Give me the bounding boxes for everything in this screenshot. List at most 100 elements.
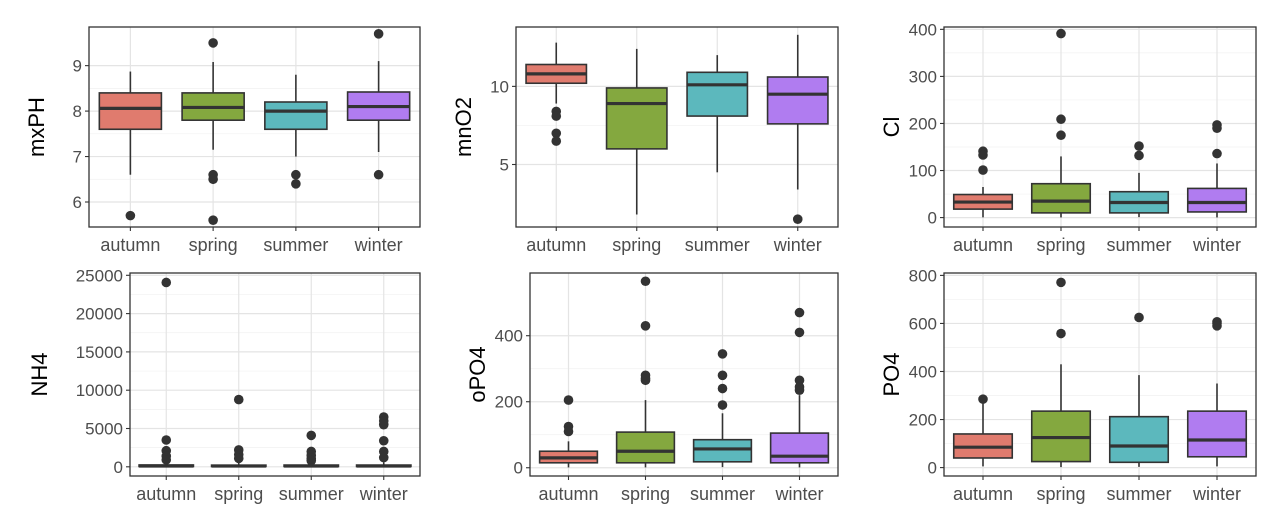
outlier-point [378, 419, 389, 430]
x-tick-label-winter: winter [773, 235, 822, 255]
x-tick-label-winter: winter [774, 484, 823, 504]
y-tick-label: 10 [490, 77, 509, 96]
y-tick-label: 200 [909, 114, 937, 133]
x-tick-label-summer: summer [279, 484, 344, 504]
y-tick-label: 7 [73, 148, 82, 167]
outlier-point [794, 307, 805, 318]
outlier-point [233, 453, 244, 464]
y-tick-label: 15000 [76, 343, 123, 362]
y-tick-label: 400 [909, 362, 937, 381]
outlier-point [563, 426, 574, 437]
y-tick-label: 5000 [85, 420, 123, 439]
outlier-point [1056, 28, 1066, 39]
outlier-point [978, 150, 988, 160]
box-spring [1030, 28, 1092, 218]
x-tick-label-winter: winter [359, 484, 408, 504]
box-winter [1186, 316, 1248, 467]
outlier-point [551, 128, 562, 139]
y-tick-label: 25000 [76, 266, 123, 285]
y-axis-title-mxph: mxPH [24, 97, 49, 157]
x-tick-label-autumn: autumn [538, 484, 598, 504]
y-tick-label: 0 [514, 459, 523, 478]
iqr-box [1186, 410, 1248, 458]
outlier-point [378, 435, 389, 446]
outlier-point [1056, 277, 1066, 288]
panel-po4: 0 200 400 600 800 autumn spring summer winter PO4 [879, 266, 1257, 504]
outlier-point [1134, 141, 1144, 151]
panel-background [130, 273, 420, 476]
box-spring [1030, 277, 1092, 468]
box-autumn [952, 394, 1014, 467]
panel-border [943, 272, 1257, 477]
outlier-point [1212, 123, 1222, 133]
box-summer [264, 74, 328, 189]
x-tick-label-spring: spring [189, 235, 238, 255]
outlier-point [551, 111, 562, 121]
iqr-box [769, 432, 830, 464]
outlier-point [551, 136, 562, 146]
x-tick-label-autumn: autumn [100, 235, 160, 255]
y-tick-label: 300 [909, 67, 937, 86]
panel-border [529, 272, 839, 477]
outlier-point [1056, 130, 1066, 141]
iqr-box [1186, 187, 1248, 213]
outlier-point [640, 276, 651, 287]
outlier-point [233, 394, 244, 405]
x-tick-label-autumn: autumn [136, 484, 196, 504]
outlier-point [717, 400, 728, 410]
box-winter [346, 29, 411, 180]
y-tick-label: 400 [909, 20, 937, 39]
outlier-point [1056, 328, 1066, 339]
y-tick-label: 600 [909, 314, 937, 333]
box-autumn [952, 146, 1014, 218]
outlier-point [640, 375, 651, 386]
box-winter [355, 412, 412, 468]
panel-mno2: 5 10 autumn spring summer winter mnO2 [451, 26, 839, 255]
x-tick-label-spring: spring [612, 235, 661, 255]
iqr-box [98, 92, 163, 131]
x-tick-label-spring: spring [1036, 484, 1085, 504]
box-summer [692, 349, 753, 468]
box-autumn [538, 395, 599, 468]
outlier-point [1212, 148, 1222, 159]
y-axis-title-nh4: NH4 [27, 352, 52, 396]
y-tick-label: 0 [928, 459, 937, 478]
box-summer [283, 430, 340, 468]
panel-nh4: 0 5000 10000 15000 20000 25000 autumn spring sum… [27, 266, 421, 504]
iqr-box [1108, 415, 1170, 464]
box-autumn [98, 71, 163, 221]
x-tick-label-summer: summer [1106, 484, 1171, 504]
y-tick-label: 5 [500, 156, 509, 175]
x-tick-label-spring: spring [1036, 235, 1085, 255]
outlier-point [161, 277, 172, 288]
outlier-point [306, 455, 317, 466]
y-tick-label: 100 [909, 162, 937, 181]
panel-background [516, 27, 838, 227]
x-tick-label-winter: winter [354, 235, 403, 255]
y-tick-label: 400 [495, 327, 523, 346]
box-summer [1108, 312, 1170, 467]
panel-mxph: 6 7 8 9 autumn spring summer winter mxPH [24, 26, 421, 255]
box-winter [1186, 120, 1248, 218]
iqr-box [605, 87, 668, 150]
x-tick-label-autumn: autumn [526, 235, 586, 255]
panel-border [943, 26, 1257, 228]
x-tick-label-autumn: autumn [953, 484, 1013, 504]
y-tick-label: 800 [909, 266, 937, 285]
outlier-point [1056, 114, 1066, 125]
outlier-point [125, 210, 136, 221]
outlier-point [563, 395, 574, 405]
outlier-point [306, 430, 317, 441]
y-axis-title-opo4: oPO4 [465, 346, 490, 402]
iqr-box [692, 438, 753, 463]
y-tick-label: 9 [73, 57, 82, 76]
outlier-point [291, 169, 301, 180]
iqr-box [264, 101, 328, 131]
outlier-point [717, 370, 728, 381]
x-tick-label-autumn: autumn [953, 235, 1013, 255]
panel-border [129, 272, 421, 477]
outlier-point [378, 452, 389, 463]
outlier-point [373, 29, 384, 39]
y-tick-label: 200 [909, 411, 937, 430]
y-axis-title-mno2: mnO2 [451, 97, 476, 157]
